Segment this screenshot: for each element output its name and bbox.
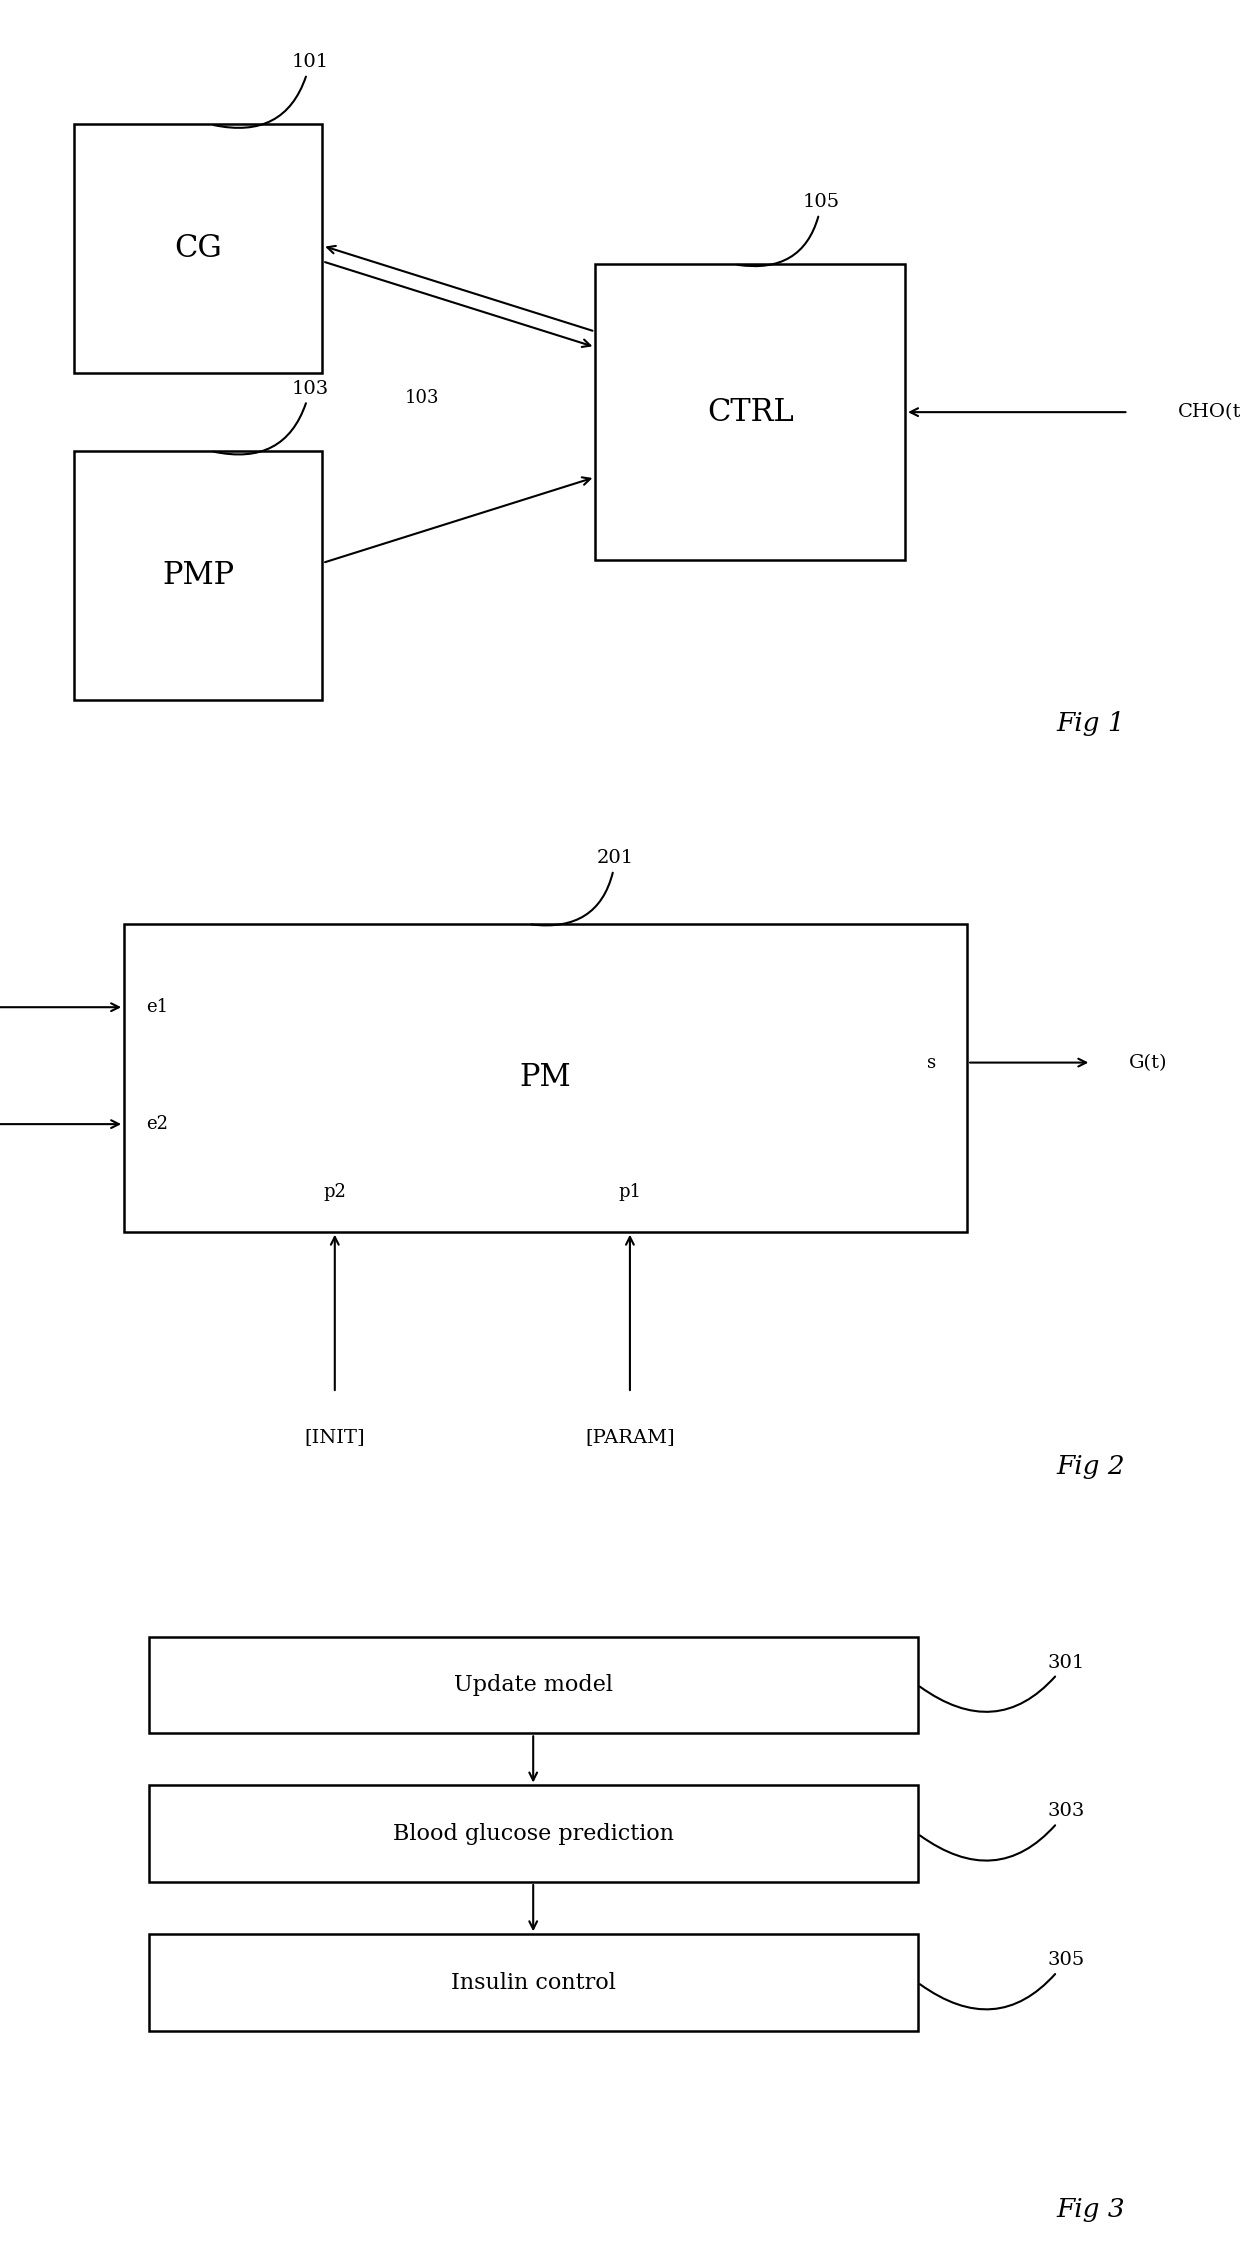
Text: Fig 2: Fig 2 bbox=[1056, 1454, 1126, 1479]
Text: [INIT]: [INIT] bbox=[305, 1429, 365, 1445]
Text: G(t): G(t) bbox=[1128, 1053, 1167, 1071]
Text: 201: 201 bbox=[532, 850, 634, 926]
Bar bbox=[124, 924, 967, 1231]
Text: 305: 305 bbox=[920, 1952, 1085, 2008]
Text: Insulin control: Insulin control bbox=[451, 1972, 615, 1993]
Text: PMP: PMP bbox=[162, 559, 234, 591]
Text: Fig 3: Fig 3 bbox=[1056, 2198, 1126, 2222]
Text: p2: p2 bbox=[324, 1183, 346, 1201]
Text: 101: 101 bbox=[213, 54, 329, 128]
Text: CG: CG bbox=[175, 234, 222, 264]
Text: e2: e2 bbox=[146, 1116, 169, 1134]
Text: 103: 103 bbox=[213, 381, 329, 455]
Text: 103: 103 bbox=[404, 388, 439, 406]
Bar bbox=[149, 1636, 918, 1733]
Text: 303: 303 bbox=[920, 1803, 1085, 1860]
Text: e1: e1 bbox=[146, 999, 169, 1017]
Text: 301: 301 bbox=[920, 1654, 1085, 1711]
Text: CHO(t): CHO(t) bbox=[1178, 403, 1240, 421]
Text: Update model: Update model bbox=[454, 1675, 613, 1695]
Bar bbox=[74, 124, 322, 374]
Text: p1: p1 bbox=[619, 1183, 641, 1201]
Text: s: s bbox=[928, 1053, 936, 1071]
Bar bbox=[595, 264, 905, 559]
Text: Blood glucose prediction: Blood glucose prediction bbox=[393, 1823, 673, 1844]
Bar bbox=[74, 451, 322, 699]
Text: PM: PM bbox=[520, 1062, 572, 1093]
Text: Fig 1: Fig 1 bbox=[1056, 710, 1126, 735]
Bar bbox=[149, 1934, 918, 2031]
Text: CTRL: CTRL bbox=[707, 397, 794, 428]
Bar bbox=[149, 1785, 918, 1882]
Text: [PARAM]: [PARAM] bbox=[585, 1429, 675, 1445]
Text: 105: 105 bbox=[738, 194, 839, 266]
